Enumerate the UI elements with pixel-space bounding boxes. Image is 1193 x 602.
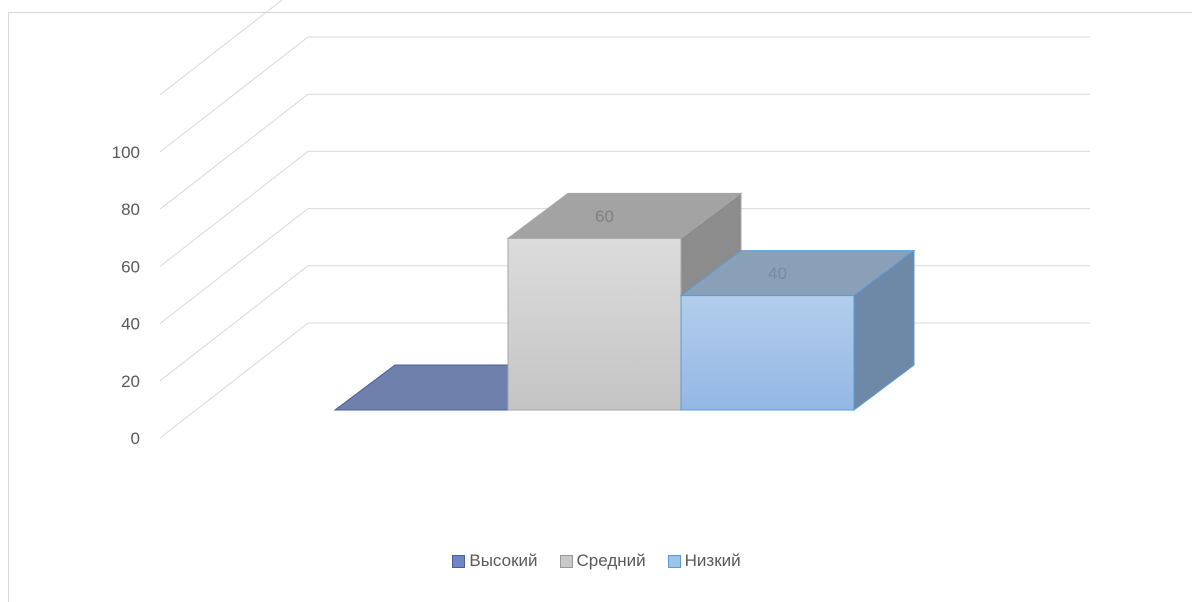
- legend-swatch-high: [452, 554, 466, 568]
- y-tick-label-3: 60: [121, 257, 140, 276]
- gridline-diagonal-5: [159, 36, 309, 153]
- chart-frame: [8, 12, 1192, 602]
- legend-item-high: Высокий: [452, 551, 538, 571]
- gridline-diagonal-3: [159, 151, 309, 267]
- data-label-medium: 60: [595, 207, 614, 226]
- legend-swatch-medium: [559, 554, 573, 568]
- bar-medium: [507, 237, 682, 411]
- legend: Высокий Средний Низкий: [0, 551, 1193, 571]
- y-tick-label-4: 80: [121, 200, 140, 219]
- y-tick-label-1: 20: [121, 372, 140, 391]
- gridline-diagonal-0: [159, 322, 309, 439]
- gridline-diagonal-2: [159, 208, 309, 324]
- legend-label-high: Высокий: [469, 551, 538, 570]
- legend-item-medium: Средний: [559, 551, 646, 571]
- legend-swatch-low: [667, 554, 681, 568]
- bar-low: [680, 295, 855, 411]
- gridline-diagonal-1: [159, 265, 309, 382]
- y-tick-label-5: 100: [112, 143, 140, 162]
- gridline-diagonal-4: [159, 93, 309, 210]
- legend-label-low: Низкий: [684, 551, 741, 570]
- data-label-low: 40: [768, 264, 787, 283]
- y-tick-label-0: 0: [131, 429, 140, 448]
- data-label-high: 0: [427, 379, 436, 398]
- y-tick-label-2: 40: [121, 315, 140, 334]
- legend-item-low: Низкий: [667, 551, 741, 571]
- gridline-diagonal-top: [159, 0, 283, 96]
- legend-label-medium: Средний: [576, 551, 646, 570]
